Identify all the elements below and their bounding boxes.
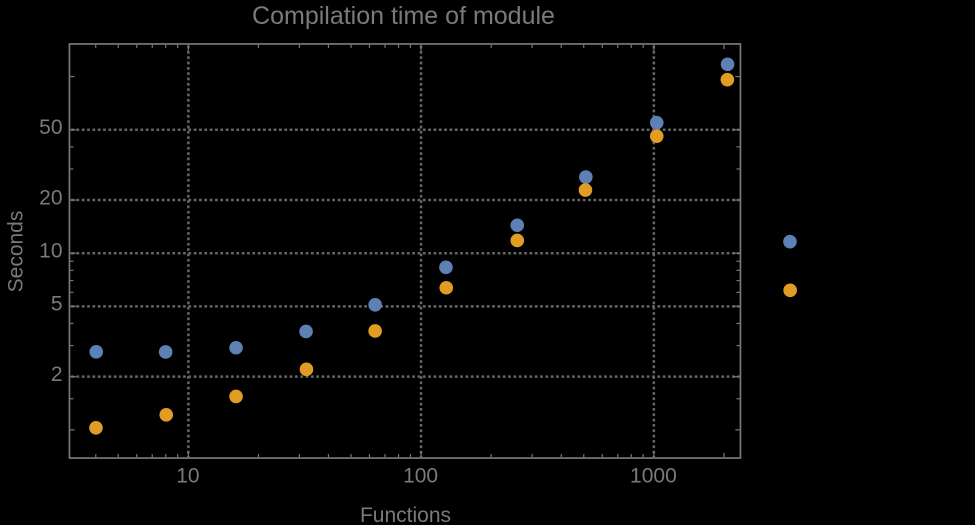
svg-text:20: 20 xyxy=(39,186,62,209)
svg-text:50: 50 xyxy=(39,116,62,139)
svg-text:Seconds: Seconds xyxy=(4,211,27,293)
svg-text:100: 100 xyxy=(403,465,438,488)
svg-text:10: 10 xyxy=(39,240,62,263)
svg-text:5: 5 xyxy=(51,293,63,316)
svg-text:Compilation time of module: Compilation time of module xyxy=(252,2,555,30)
svg-text:2: 2 xyxy=(51,363,63,386)
svg-text:10: 10 xyxy=(176,465,199,488)
svg-text:Functions: Functions xyxy=(360,504,451,525)
svg-text:1000: 1000 xyxy=(630,465,677,488)
